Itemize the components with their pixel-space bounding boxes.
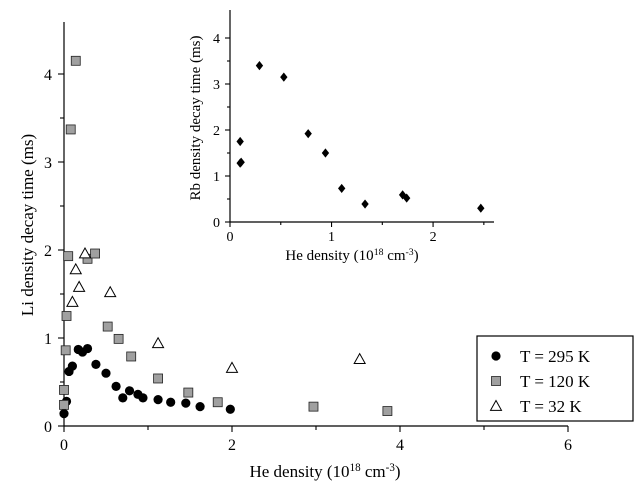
data-point — [113, 333, 124, 344]
inset-data-point — [236, 158, 244, 168]
data-point — [61, 311, 72, 321]
data-point — [72, 280, 86, 292]
inset-data-point — [255, 61, 264, 71]
legend-marker — [489, 399, 503, 411]
inset-y-ticks: 0 1 2 3 4 — [213, 32, 230, 231]
data-point — [382, 406, 393, 416]
series-2 — [59, 55, 531, 417]
data-point — [118, 393, 128, 403]
main-x-tick-label: 6 — [564, 437, 572, 454]
main-y-ticks: 0 1 2 3 4 — [44, 67, 64, 436]
legend-item: T = 32 K — [489, 397, 582, 416]
legend-box — [476, 335, 634, 422]
main-x-tick-label: 0 — [60, 437, 68, 454]
data-point — [90, 248, 100, 259]
main-x-tick-label: 4 — [396, 437, 404, 454]
data-point — [195, 402, 205, 412]
data-point — [181, 398, 191, 408]
legend-label: T = 120 K — [520, 372, 591, 391]
inset-x-tick-label: 1 — [328, 230, 335, 245]
inset-x-tick-label: 0 — [227, 230, 234, 245]
data-point — [151, 336, 165, 349]
main-y-tick-label: 0 — [44, 419, 52, 436]
main-x-tick-label: 2 — [228, 437, 236, 454]
main-y-tick-label: 4 — [44, 67, 52, 84]
inset-data-point — [321, 148, 330, 158]
data-point — [212, 397, 223, 408]
inset-data-point — [477, 203, 485, 213]
inset-data-point — [338, 183, 346, 194]
data-point — [60, 345, 71, 356]
main-y-axis-label: Li density decay time (ms) — [18, 134, 37, 316]
main-y-tick-label: 2 — [44, 243, 52, 260]
data-point — [65, 124, 76, 135]
legend-label: T = 295 K — [520, 347, 591, 366]
legend-item: T = 120 K — [491, 372, 591, 391]
main-data-points — [59, 55, 531, 420]
legend-label: T = 32 K — [520, 397, 582, 416]
data-point — [78, 246, 92, 259]
data-point — [183, 387, 194, 398]
data-point — [353, 352, 367, 365]
inset-y-tick-label: 3 — [213, 78, 220, 93]
data-point — [91, 359, 101, 369]
data-point — [225, 404, 235, 414]
inset-data-point — [304, 129, 312, 139]
data-point — [166, 397, 176, 407]
data-point — [225, 361, 239, 373]
inset-chart: 0 1 2 0 1 2 3 4 He density (1018 cm-3) Rb dens… — [188, 10, 494, 264]
data-point — [111, 381, 121, 391]
data-point — [69, 262, 83, 275]
inset-y-tick-label: 1 — [213, 170, 220, 185]
main-x-ticks: 0 2 4 6 — [60, 426, 572, 454]
inset-x-tick-label: 2 — [430, 230, 437, 245]
data-point — [124, 386, 135, 396]
legend-item: T = 295 K — [491, 347, 591, 366]
inset-data-point — [402, 193, 411, 203]
data-point — [66, 295, 79, 307]
inset-series — [236, 61, 485, 213]
data-point — [126, 351, 137, 362]
inset-x-axis-label: He density (1018 cm-3) — [285, 247, 418, 265]
inset-data-point — [361, 199, 369, 209]
series-1 — [59, 343, 502, 420]
inset-data-points — [236, 61, 485, 213]
main-x-axis-label: He density (1018 cm-3) — [249, 462, 400, 481]
inset-y-tick-label: 0 — [213, 216, 220, 231]
main-chart: 0 2 4 6 0 1 2 3 4 He density (1018 cm-3) Li den… — [18, 22, 572, 481]
main-y-tick-label: 1 — [44, 331, 52, 348]
data-point — [59, 399, 69, 410]
data-point — [59, 409, 69, 419]
legend-marker — [491, 376, 501, 386]
data-point — [102, 321, 113, 332]
data-point — [138, 393, 148, 403]
inset-x-ticks: 0 1 2 — [227, 222, 485, 245]
legend-marker — [491, 351, 501, 361]
inset-data-point — [236, 136, 244, 147]
inset-y-tick-label: 2 — [213, 124, 220, 139]
inset-data-point — [280, 72, 288, 82]
data-point — [308, 401, 319, 412]
main-y-tick-label: 3 — [44, 155, 52, 172]
data-point — [59, 385, 69, 395]
data-point — [82, 343, 93, 354]
data-point — [153, 395, 163, 405]
data-point — [153, 373, 163, 384]
data-point — [101, 368, 111, 378]
data-point — [63, 251, 74, 262]
data-point — [67, 361, 77, 371]
inset-y-tick-label: 4 — [213, 32, 220, 47]
inset-y-axis-label: Rb density decay time (ms) — [188, 36, 204, 201]
legend: T = 295 K T = 120 K T = 32 K — [476, 335, 634, 422]
data-point — [103, 285, 117, 298]
data-point — [70, 55, 81, 66]
